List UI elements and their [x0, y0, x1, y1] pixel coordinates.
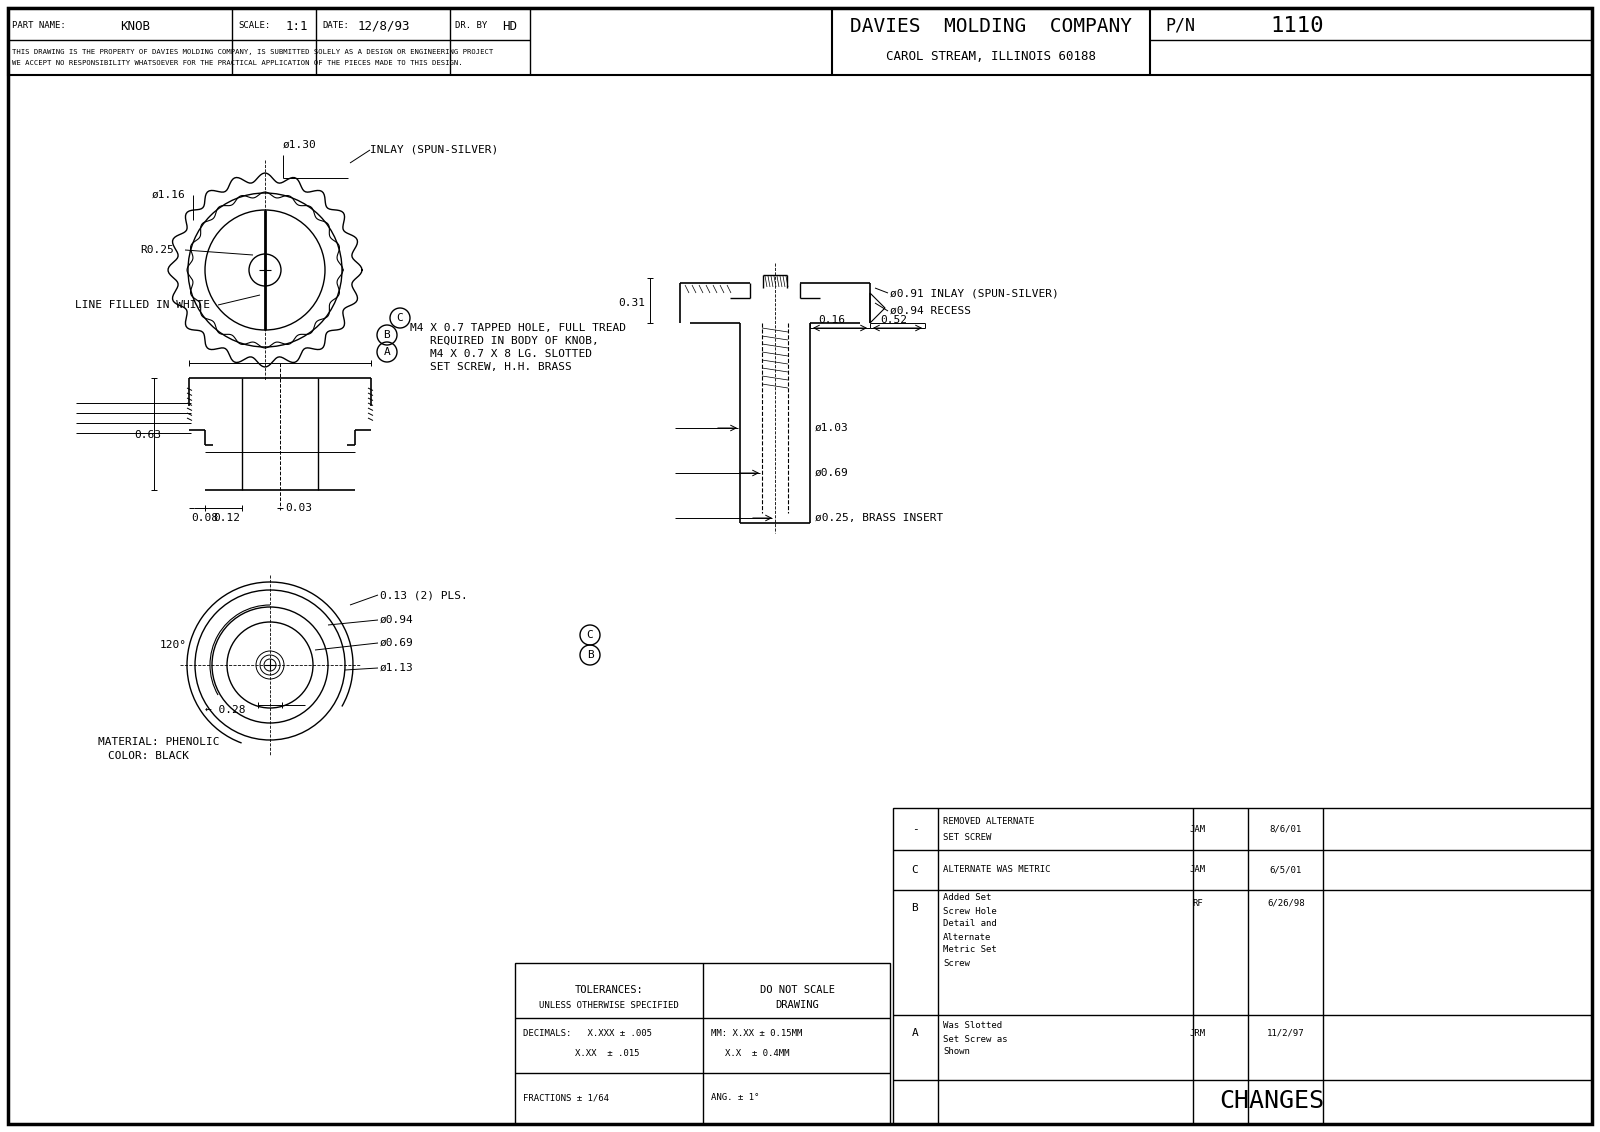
Text: R0.25: R0.25: [141, 245, 174, 255]
Text: 0.52: 0.52: [880, 315, 907, 325]
Text: DO NOT SCALE: DO NOT SCALE: [760, 985, 835, 995]
Text: 6/26/98: 6/26/98: [1267, 899, 1306, 908]
Text: C: C: [587, 631, 594, 640]
Text: 120°: 120°: [160, 640, 187, 650]
Text: 0.13 (2) PLS.: 0.13 (2) PLS.: [381, 590, 467, 600]
Text: 0.12: 0.12: [213, 513, 240, 523]
Text: Screw Hole: Screw Hole: [942, 907, 997, 916]
Text: ø1.13: ø1.13: [381, 663, 414, 674]
Text: C: C: [397, 314, 403, 323]
Text: ø0.91 INLAY (SPUN-SILVER): ø0.91 INLAY (SPUN-SILVER): [890, 288, 1059, 298]
Text: LINE FILLED IN WHITE: LINE FILLED IN WHITE: [75, 300, 210, 310]
Text: Screw: Screw: [942, 959, 970, 968]
Text: JRM: JRM: [1190, 1029, 1206, 1038]
Text: Set Screw as: Set Screw as: [942, 1035, 1008, 1044]
Text: MATERIAL: PHENOLIC: MATERIAL: PHENOLIC: [98, 737, 219, 747]
Text: MM: X.XX ± 0.15MM: MM: X.XX ± 0.15MM: [710, 1029, 802, 1038]
Text: 11/2/97: 11/2/97: [1267, 1029, 1306, 1038]
Text: A: A: [384, 348, 390, 357]
Text: SET SCREW, H.H. BRASS: SET SCREW, H.H. BRASS: [430, 362, 571, 372]
Text: ← 0.28: ← 0.28: [205, 705, 245, 715]
Text: CHANGES: CHANGES: [1219, 1089, 1325, 1113]
Text: M4 X 0.7 TAPPED HOLE, FULL TREAD: M4 X 0.7 TAPPED HOLE, FULL TREAD: [410, 323, 626, 333]
Text: JAM: JAM: [1190, 866, 1206, 875]
Text: DRAWING: DRAWING: [774, 1000, 819, 1010]
Text: ø1.03: ø1.03: [814, 423, 848, 434]
Text: 1110: 1110: [1270, 16, 1323, 36]
Text: C: C: [912, 865, 918, 875]
Text: REMOVED ALTERNATE: REMOVED ALTERNATE: [942, 817, 1034, 826]
Text: ø0.94: ø0.94: [381, 615, 414, 625]
Text: X.X  ± 0.4MM: X.X ± 0.4MM: [725, 1048, 789, 1057]
Text: SET SCREW: SET SCREW: [942, 832, 992, 841]
Bar: [893, 808, 1592, 1124]
Text: WE ACCEPT NO RESPONSIBILITY WHATSOEVER FOR THE PRACTICAL APPLICATION OF THE PIEC: WE ACCEPT NO RESPONSIBILITY WHATSOEVER F…: [13, 60, 462, 66]
Bar: [515, 963, 890, 1124]
Text: P/N: P/N: [1165, 17, 1195, 35]
Text: Shown: Shown: [942, 1047, 970, 1056]
Text: TOLERANCES:: TOLERANCES:: [574, 985, 643, 995]
Text: Added Set: Added Set: [942, 893, 992, 902]
Text: A: A: [912, 1028, 918, 1038]
Text: REQUIRED IN BODY OF KNOB,: REQUIRED IN BODY OF KNOB,: [430, 336, 598, 346]
Text: DATE:: DATE:: [322, 22, 349, 31]
Text: DECIMALS:   X.XXX ± .005: DECIMALS: X.XXX ± .005: [523, 1029, 653, 1038]
Text: 8/6/01: 8/6/01: [1270, 824, 1302, 833]
Text: X.XX  ± .015: X.XX ± .015: [574, 1048, 640, 1057]
Polygon shape: [870, 293, 885, 323]
Text: COLOR: BLACK: COLOR: BLACK: [109, 751, 189, 761]
Text: RF: RF: [1192, 899, 1203, 908]
Text: ø0.69: ø0.69: [814, 468, 848, 478]
Text: UNLESS OTHERWISE SPECIFIED: UNLESS OTHERWISE SPECIFIED: [539, 1001, 678, 1010]
Text: 0.03: 0.03: [285, 503, 312, 513]
Text: 0.16: 0.16: [818, 315, 845, 325]
Text: ø0.94 RECESS: ø0.94 RECESS: [890, 306, 971, 316]
Text: ø0.25, BRASS INSERT: ø0.25, BRASS INSERT: [814, 513, 944, 523]
Text: PART NAME:: PART NAME:: [13, 22, 66, 31]
Text: HD: HD: [502, 19, 517, 33]
Text: ANG. ± 1°: ANG. ± 1°: [710, 1094, 760, 1103]
Text: CAROL STREAM, ILLINOIS 60188: CAROL STREAM, ILLINOIS 60188: [886, 50, 1096, 62]
Text: KNOB: KNOB: [120, 19, 150, 33]
Text: ø1.30: ø1.30: [283, 140, 317, 151]
Text: DAVIES  MOLDING  COMPANY: DAVIES MOLDING COMPANY: [850, 17, 1133, 35]
Text: INLAY (SPUN-SILVER): INLAY (SPUN-SILVER): [370, 145, 498, 155]
Text: FRACTIONS ± 1/64: FRACTIONS ± 1/64: [523, 1094, 610, 1103]
Text: ø0.69: ø0.69: [381, 638, 414, 648]
Text: 0.08: 0.08: [190, 513, 218, 523]
Text: M4 X 0.7 X 8 LG. SLOTTED: M4 X 0.7 X 8 LG. SLOTTED: [430, 349, 592, 359]
Text: ALTERNATE WAS METRIC: ALTERNATE WAS METRIC: [942, 866, 1051, 875]
Text: 12/8/93: 12/8/93: [358, 19, 411, 33]
Text: B: B: [912, 903, 918, 914]
Text: 0.63: 0.63: [134, 430, 162, 440]
Text: B: B: [587, 650, 594, 660]
Text: THIS DRAWING IS THE PROPERTY OF DAVIES MOLDING COMPANY, IS SUBMITTED SOLELY AS A: THIS DRAWING IS THE PROPERTY OF DAVIES M…: [13, 49, 493, 55]
Text: ø1.16: ø1.16: [152, 190, 186, 200]
Text: Alternate: Alternate: [942, 933, 992, 942]
Text: SCALE:: SCALE:: [238, 22, 270, 31]
Text: JAM: JAM: [1190, 824, 1206, 833]
Text: Was Slotted: Was Slotted: [942, 1021, 1002, 1030]
Text: Metric Set: Metric Set: [942, 945, 997, 954]
Bar: [8, 8, 1592, 75]
Text: 0.31: 0.31: [618, 298, 645, 308]
Text: 6/5/01: 6/5/01: [1270, 866, 1302, 875]
Text: B: B: [384, 331, 390, 340]
Text: DR. BY: DR. BY: [454, 22, 488, 31]
Text: -: -: [912, 824, 918, 834]
Text: 1:1: 1:1: [286, 19, 309, 33]
Text: Detail and: Detail and: [942, 919, 997, 928]
